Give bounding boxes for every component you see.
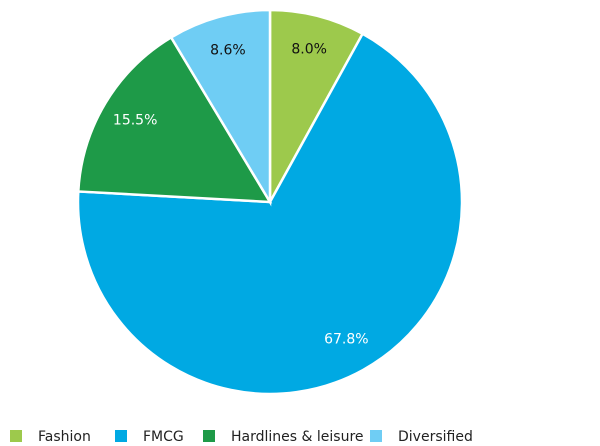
slice-label: 67.8% (324, 332, 368, 348)
pie-slice (76, 35, 273, 204)
slice-label: 8.6% (210, 42, 246, 58)
pie-slice (268, 8, 365, 203)
legend-swatch (370, 430, 382, 442)
slice-label: 8.0% (291, 42, 327, 58)
legend-swatch (203, 430, 215, 442)
legend-swatch (115, 430, 127, 442)
legend-label: FMCG (143, 429, 184, 445)
pie-slice (76, 32, 464, 396)
legend-label: Fashion (38, 429, 91, 445)
legend-label: Hardlines & leisure (231, 429, 364, 445)
slice-label: 15.5% (113, 113, 157, 129)
legend-label: Diversified (398, 429, 473, 445)
pie-slice (169, 8, 272, 207)
legend-swatch (10, 430, 22, 442)
